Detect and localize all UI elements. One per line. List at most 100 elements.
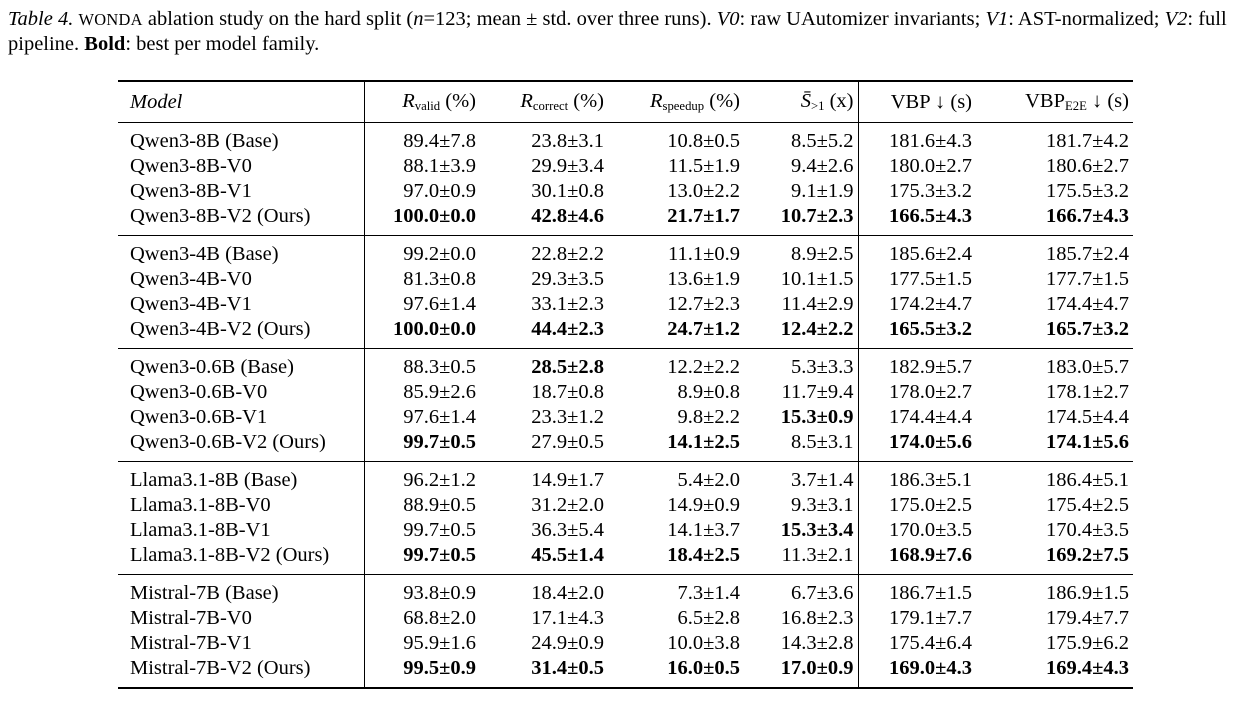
metric-cell: 13.6±1.9	[667, 268, 740, 290]
metric-cell: 175.9±6.2	[1045, 632, 1129, 654]
table-row: Qwen3-0.6B-V2 (Ours) 99.7±0.5 27.9±0.5 14.1…	[118, 430, 1133, 462]
metric-cell: 175.4±2.5	[1045, 494, 1129, 516]
metric-cell: 30.1±0.8	[531, 180, 604, 202]
header-valid: Rvalid (%)	[364, 81, 480, 123]
metric-cell: 14.1±2.5	[667, 431, 740, 453]
metric-cell: 88.3±0.5	[403, 356, 476, 378]
table-row: Llama3.1-8B-V2 (Ours) 99.7±0.5 45.5±1.4 18.…	[118, 543, 1133, 575]
metric-cell: 170.4±3.5	[1045, 519, 1129, 541]
metric-cell: 88.9±0.5	[403, 494, 476, 516]
metric-cell: 11.4±2.9	[744, 292, 859, 317]
metric-cell: 17.0±0.9	[744, 656, 859, 688]
table-row: Mistral-7B-V0 68.8±2.0 17.1±4.3 6.5±2.8 16.8…	[118, 606, 1133, 631]
caption-v2-label: V2	[1164, 8, 1188, 30]
ablation-table: Model Rvalid (%) Rcorrect (%) Rspeedup (…	[118, 80, 1133, 689]
metric-cell: 9.3±3.1	[744, 493, 859, 518]
model-family-group: Qwen3-0.6B (Base) 88.3±0.5 28.5±2.8 12.2±2.…	[118, 348, 1133, 462]
metric-cell: 179.4±7.7	[1045, 607, 1129, 629]
metric-cell: 181.7±4.2	[1045, 130, 1129, 152]
metric-cell: 93.8±0.9	[403, 582, 476, 604]
table-row: Llama3.1-8B-V0 88.9±0.5 31.2±2.0 14.9±0.9 9.…	[118, 493, 1133, 518]
metric-cell: 36.3±5.4	[531, 519, 604, 541]
table-row: Qwen3-0.6B (Base) 88.3±0.5 28.5±2.8 12.2±2.…	[118, 348, 1133, 380]
model-name-cell: Qwen3-4B (Base)	[118, 235, 365, 267]
metric-cell: 10.7±2.3	[744, 204, 859, 236]
metric-cell: 183.0±5.7	[1045, 356, 1129, 378]
model-name-cell: Qwen3-0.6B-V1	[118, 405, 365, 430]
metric-cell: 181.6±4.3	[888, 130, 972, 152]
metric-cell: 29.3±3.5	[531, 268, 604, 290]
metric-cell: 180.0±2.7	[888, 155, 972, 177]
metric-cell: 9.8±2.2	[677, 406, 740, 428]
caption-text-1: ablation study on the hard split (	[142, 8, 414, 30]
metric-cell: 12.2±2.2	[667, 356, 740, 378]
table-row: Qwen3-0.6B-V0 85.9±2.6 18.7±0.8 8.9±0.8 11.7…	[118, 380, 1133, 405]
header-speedup-sym: R	[649, 89, 663, 112]
metric-cell: 45.5±1.4	[531, 544, 604, 566]
metric-cell: 97.6±1.4	[403, 406, 476, 428]
metric-cell: 174.2±4.7	[888, 293, 972, 315]
metric-cell: 68.8±2.0	[403, 607, 476, 629]
metric-cell: 14.3±2.8	[744, 631, 859, 656]
metric-cell: 42.8±4.6	[531, 205, 604, 227]
metric-cell: 99.5±0.9	[403, 657, 476, 679]
caption-method-name: WONDA	[78, 10, 143, 29]
model-name-cell: Qwen3-0.6B-V0	[118, 380, 365, 405]
metric-cell: 165.7±3.2	[1045, 318, 1129, 340]
metric-cell: 169.2±7.5	[1045, 544, 1129, 566]
metric-cell: 24.7±1.2	[667, 318, 740, 340]
metric-cell: 99.2±0.0	[403, 243, 476, 265]
metric-cell: 99.7±0.5	[403, 519, 476, 541]
model-family-group: Qwen3-4B (Base) 99.2±0.0 22.8±2.2 11.1±0.9 8…	[118, 235, 1133, 349]
model-name-cell: Qwen3-8B-V0	[118, 154, 365, 179]
caption-v0-text: : raw UAutomizer invariants;	[739, 8, 986, 30]
metric-cell: 23.8±3.1	[531, 130, 604, 152]
header-vbp-e2e-unit: ↓ (s)	[1086, 89, 1129, 112]
metric-cell: 89.4±7.8	[403, 130, 476, 152]
metric-cell: 21.7±1.7	[667, 205, 740, 227]
metric-cell: 175.4±6.4	[888, 632, 972, 654]
caption-label: Table 4.	[8, 8, 74, 30]
metric-cell: 10.1±1.5	[744, 267, 859, 292]
table-row: Qwen3-4B-V0 81.3±0.8 29.3±3.5 13.6±1.9 10.1±…	[118, 267, 1133, 292]
metric-cell: 44.4±2.3	[531, 318, 604, 340]
metric-cell: 185.7±2.4	[1045, 243, 1129, 265]
metric-cell: 13.0±2.2	[667, 180, 740, 202]
metric-cell: 174.1±5.6	[1045, 431, 1129, 453]
metric-cell: 28.5±2.8	[531, 356, 604, 378]
table-row: Qwen3-8B-V1 97.0±0.9 30.1±0.8 13.0±2.2 9.1±1…	[118, 179, 1133, 204]
metric-cell: 8.9±2.5	[744, 235, 859, 267]
metric-cell: 23.3±1.2	[531, 406, 604, 428]
model-name-cell: Qwen3-4B-V2 (Ours)	[118, 317, 365, 349]
metric-cell: 18.4±2.5	[667, 544, 740, 566]
model-name-cell: Qwen3-0.6B (Base)	[118, 348, 365, 380]
table-row: Qwen3-4B-V1 97.6±1.4 33.1±2.3 12.7±2.3 11.4±…	[118, 292, 1133, 317]
metric-cell: 85.9±2.6	[403, 381, 476, 403]
metric-cell: 97.0±0.9	[403, 180, 476, 202]
metric-cell: 27.9±0.5	[531, 431, 604, 453]
model-name-cell: Llama3.1-8B-V0	[118, 493, 365, 518]
caption-v1-label: V1	[985, 8, 1009, 30]
header-sbar: S̄>1 (x)	[744, 81, 859, 123]
metric-cell: 8.5±3.1	[744, 430, 859, 462]
header-vbp: VBP ↓ (s)	[890, 90, 972, 113]
metric-cell: 7.3±1.4	[677, 582, 740, 604]
metric-cell: 9.4±2.6	[744, 154, 859, 179]
metric-cell: 97.6±1.4	[403, 293, 476, 315]
table-row: Mistral-7B (Base) 93.8±0.9 18.4±2.0 7.3±1.4…	[118, 574, 1133, 606]
metric-cell: 10.8±0.5	[667, 130, 740, 152]
header-sbar-unit: (x)	[824, 89, 854, 112]
results-table-container: Model Rvalid (%) Rcorrect (%) Rspeedup (…	[118, 80, 1133, 689]
metric-cell: 186.9±1.5	[1045, 582, 1129, 604]
header-correct-sub: correct	[532, 99, 569, 114]
metric-cell: 88.1±3.9	[403, 155, 476, 177]
metric-cell: 15.3±0.9	[744, 405, 859, 430]
header-speedup: Rspeedup (%)	[608, 81, 744, 123]
metric-cell: 96.2±1.2	[403, 469, 476, 491]
metric-cell: 11.3±2.1	[744, 543, 859, 575]
model-family-group: Qwen3-8B (Base) 89.4±7.8 23.8±3.1 10.8±0.5 8…	[118, 122, 1133, 236]
header-model: Model	[118, 81, 365, 123]
header-vbp-e2e: VBPE2E ↓ (s)	[976, 81, 1133, 123]
metric-cell: 12.4±2.2	[744, 317, 859, 349]
table-row: Mistral-7B-V1 95.9±1.6 24.9±0.9 10.0±3.8 14.…	[118, 631, 1133, 656]
